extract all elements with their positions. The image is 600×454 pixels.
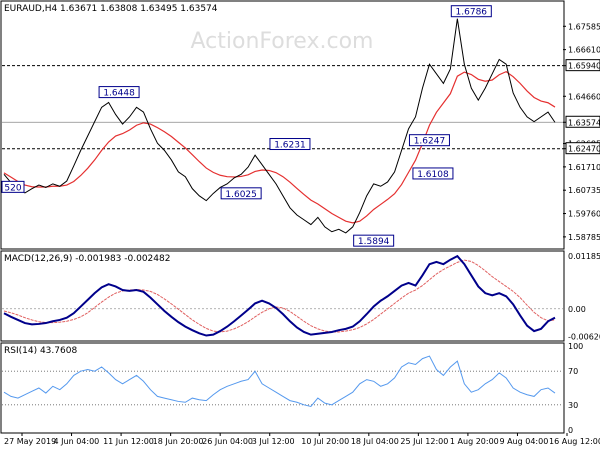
price-y-tick-label: 1.66610 (568, 46, 600, 55)
annotation-label: 1.6025 (225, 190, 257, 200)
annotation-label: 1.6108 (417, 170, 449, 180)
rsi-header: RSI(14) 43.7608 (4, 346, 77, 356)
price-y-tick-label: 1.59760 (568, 210, 600, 219)
price-y-tick: 1.63574 (565, 115, 600, 128)
annotation-box (450, 5, 492, 18)
price-annotation: 1.6786 (450, 5, 492, 18)
rsi-y-tick-label: 100 (568, 342, 583, 351)
rsi-y-tick-label: 0 (568, 426, 573, 435)
annotation-box (412, 167, 454, 180)
price-y-tick-box (565, 59, 600, 72)
price-y-tick: 1.58785 (568, 233, 600, 242)
x-tick-label: 25 Jul 12:00 (400, 437, 448, 446)
macd-panel (0, 250, 565, 342)
price-y-tick: 1.67585 (568, 22, 600, 31)
price-y-tick: 1.60735 (568, 186, 600, 195)
price-y-tick-label: 1.64660 (568, 92, 600, 101)
x-tick-label: 18 Jul 04:00 (351, 437, 399, 446)
x-tick-label: 9 Aug 04:00 (499, 437, 548, 446)
rsi-y-tick-label: 30 (568, 401, 578, 410)
macd-y-tick-label: 0.00 (568, 305, 586, 314)
annotation-label: 1.5894 (358, 237, 390, 247)
macd-line (3, 254, 556, 337)
x-tick-label: 1 Aug 20:00 (450, 437, 499, 446)
price-y-tick-box (565, 142, 600, 155)
macd-y-tick-label: -0.006206 (568, 332, 600, 341)
price-y-tick-label: 1.67585 (568, 22, 600, 31)
annotation-box (353, 234, 395, 247)
x-tick-label: 16 Aug 12:00 (549, 437, 600, 446)
price-y-tick: 1.65940 (565, 59, 600, 72)
annotation-box (1, 180, 25, 193)
x-tick-label: 4 Jun 04:00 (54, 437, 100, 446)
macd-header: MACD(12,26,9) -0.001983 -0.002482 (4, 254, 170, 264)
annotation-label: 1.6231 (274, 141, 306, 151)
watermark: ActionForex.com (191, 29, 374, 54)
x-tick-label: 27 May 2019 (4, 437, 56, 446)
x-tick-label: 10 Jul 20:00 (301, 437, 349, 446)
x-tick-label: 26 Jun 04:00 (202, 437, 253, 446)
annotation-label: 1.6247 (414, 137, 446, 147)
price-y-tick-label: 1.58785 (568, 233, 600, 242)
annotation-box (220, 187, 262, 200)
x-tick-label: 3 Jul 12:00 (252, 437, 295, 446)
annotation-label: 1.6448 (103, 89, 135, 99)
rsi-panel (0, 342, 565, 434)
price-y-tick-label: 1.65940 (568, 62, 600, 71)
moving-average-line (3, 70, 556, 224)
price-annotation: 1.6108 (412, 167, 454, 180)
price-y-tick: 1.62470 (565, 142, 600, 155)
price-annotation: 1.6025 (220, 187, 262, 200)
price-y-tick: 1.64660 (568, 92, 600, 101)
price-y-tick-label: 1.63574 (568, 118, 600, 127)
annotation-box (408, 134, 450, 147)
price-y-tick: 1.66610 (568, 46, 600, 55)
macd-signal-line (3, 259, 556, 333)
rsi-line (3, 355, 556, 408)
rsi-y-tick-label: 70 (568, 367, 578, 376)
annotation-box (98, 86, 140, 99)
x-tick-label: 11 Jun 12:00 (103, 437, 154, 446)
price-y-tick-label: 1.61710 (568, 163, 600, 172)
price-y-tick-label: 1.60735 (568, 186, 600, 195)
price-annotation: 1.6448 (98, 86, 140, 99)
price-y-tick: 1.59760 (568, 210, 600, 219)
price-annotation: 1.6231 (269, 138, 311, 151)
annotation-label: 1.6786 (456, 8, 488, 18)
price-annotation: 520 (1, 180, 25, 193)
price-header: EURAUD,H4 1.63671 1.63808 1.63495 1.6357… (4, 4, 218, 14)
price-annotation: 1.6247 (408, 134, 450, 147)
price-y-tick-label: 1.62470 (568, 145, 600, 154)
annotation-label: 520 (4, 183, 21, 193)
price-y-tick-box (565, 115, 600, 128)
price-annotation: 1.5894 (353, 234, 395, 247)
price-line (3, 18, 556, 234)
price-y-tick: 1.61710 (568, 163, 600, 172)
macd-y-tick-label: 0.011855 (568, 252, 600, 261)
x-tick-label: 18 Jun 20:00 (153, 437, 204, 446)
annotation-box (269, 138, 311, 151)
price-panel (0, 0, 565, 250)
